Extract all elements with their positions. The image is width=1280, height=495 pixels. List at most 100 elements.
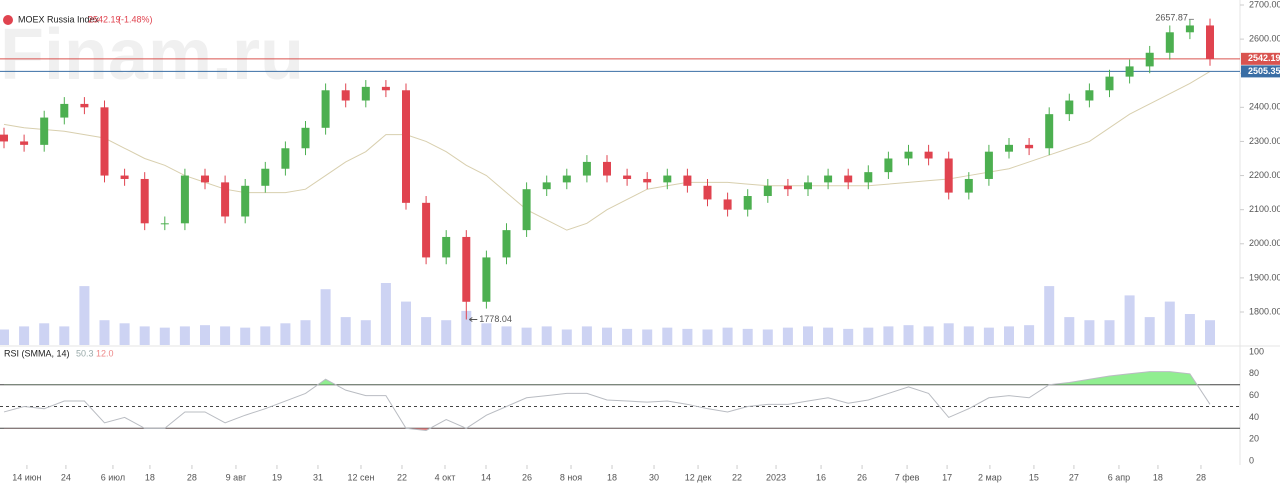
- candle-body: [1125, 66, 1134, 77]
- volume-bar: [983, 327, 994, 345]
- y-tick-label: 2200.00: [1249, 170, 1280, 180]
- candle-body: [1145, 52, 1154, 67]
- candle-body: [402, 90, 410, 203]
- candle-body: [522, 189, 531, 231]
- x-tick-label: 12 сен: [347, 472, 374, 482]
- volume-bar: [1144, 317, 1155, 345]
- candle-body: [1206, 25, 1214, 59]
- candle-body: [783, 185, 792, 190]
- x-tick-label: 19: [272, 472, 282, 482]
- candle-body: [201, 175, 209, 183]
- volume-bar: [280, 323, 291, 345]
- volume-bar: [39, 323, 50, 345]
- x-tick-label: 28: [1196, 472, 1206, 482]
- x-tick-label: 6 апр: [1108, 472, 1130, 482]
- rsi-title: RSI (SMMA, 14): [4, 348, 70, 358]
- candle-body: [844, 175, 853, 183]
- x-tick-label: 26: [522, 472, 532, 482]
- candle-body: [1085, 90, 1094, 101]
- x-tick-label: 18: [607, 472, 617, 482]
- candle-body: [301, 127, 310, 149]
- rsi-oversold-fill: [4, 428, 1210, 431]
- candle-body: [381, 86, 390, 91]
- volume-bar: [521, 327, 532, 345]
- candle-body: [1045, 114, 1054, 149]
- volume-bar: [1064, 317, 1075, 345]
- x-tick-label: 27: [1069, 472, 1079, 482]
- volume-bar: [903, 325, 914, 345]
- y-tick-label: 1800.00: [1249, 306, 1280, 316]
- volume-bar: [260, 326, 271, 345]
- candle-body: [743, 196, 752, 210]
- y-tick-label: 2300.00: [1249, 136, 1280, 146]
- x-tick-label: 18: [1153, 472, 1163, 482]
- volume-bar: [561, 329, 572, 345]
- volume-bar: [360, 320, 371, 345]
- candle-body: [542, 182, 551, 190]
- chart-title: MOEX Russia Index: [18, 14, 100, 24]
- candle-body: [1005, 144, 1013, 152]
- volume-bar: [863, 327, 874, 345]
- candle-body: [623, 175, 632, 179]
- rsi-overbought-fill: [4, 371, 1210, 385]
- volume-bar: [200, 325, 210, 345]
- candle-body: [804, 182, 812, 190]
- price-change: (-1.48%): [118, 14, 153, 24]
- candle-body: [1065, 100, 1074, 115]
- candle-body: [502, 230, 511, 258]
- rsi-tick-label: 80: [1249, 368, 1259, 378]
- volume-bar: [179, 326, 190, 345]
- rsi-tick-label: 40: [1249, 412, 1259, 422]
- x-tick-label: 15: [1029, 472, 1039, 482]
- candle-body: [904, 151, 913, 159]
- x-tick-label: 30: [649, 472, 659, 482]
- volume-bar: [441, 320, 452, 345]
- volume-bar: [1004, 326, 1014, 345]
- volume-bar: [1164, 301, 1175, 345]
- volume-bar: [220, 326, 231, 345]
- candle-body: [180, 175, 189, 224]
- candle-body: [422, 202, 431, 258]
- x-tick-label: 31: [313, 472, 323, 482]
- volume-bar: [300, 320, 311, 345]
- volume-bar: [59, 326, 70, 345]
- volume-bar: [923, 326, 934, 345]
- x-tick-label: 24: [61, 472, 71, 482]
- candle-body: [944, 158, 953, 193]
- volume-bar: [79, 286, 90, 345]
- candle-body: [1025, 144, 1034, 149]
- candle-body: [763, 185, 772, 197]
- candle-body: [643, 178, 652, 183]
- volume-bar: [602, 327, 612, 345]
- y-tick-label: 2400.00: [1249, 102, 1280, 112]
- x-tick-label: 14: [481, 472, 491, 482]
- last-price: 2542.19: [88, 14, 121, 24]
- candle-body: [0, 134, 8, 142]
- volume-bar: [803, 326, 813, 345]
- candle-body: [864, 172, 873, 183]
- candle-body: [884, 158, 893, 173]
- volume-bar: [541, 326, 552, 345]
- candle-body: [703, 185, 712, 200]
- volume-bar: [401, 301, 411, 345]
- volume-bar: [742, 328, 753, 345]
- candle-body: [1165, 32, 1174, 53]
- rsi-value: 50.3: [76, 348, 94, 358]
- low-arrow: [469, 317, 478, 322]
- x-tick-label: 8 ноя: [560, 472, 582, 482]
- candle-body: [40, 117, 49, 145]
- rsi-tick-label: 0: [1249, 455, 1254, 465]
- volume-bar: [501, 326, 512, 345]
- rsi-tick-label: 60: [1249, 390, 1259, 400]
- price-tag-label: 2542.19: [1248, 53, 1280, 63]
- x-tick-label: 17: [942, 472, 952, 482]
- volume-bar: [1084, 320, 1095, 345]
- price-tag: [1241, 65, 1280, 78]
- x-tick-label: 14 июн: [12, 472, 41, 482]
- volume-bar: [159, 327, 170, 345]
- volume-bar: [943, 323, 954, 345]
- volume-bar: [1104, 320, 1115, 345]
- x-tick-label: 6 июл: [101, 472, 125, 482]
- candle-body: [663, 175, 672, 183]
- x-tick-label: 28: [187, 472, 197, 482]
